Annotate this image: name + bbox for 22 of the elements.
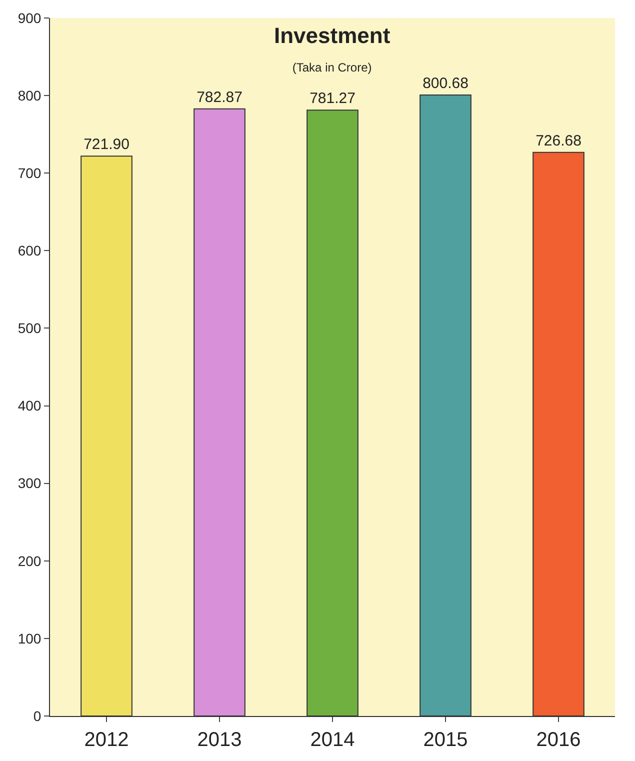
x-tick-label: 2016 xyxy=(536,729,581,751)
data-label: 781.27 xyxy=(310,90,356,108)
y-tick-label: 400 xyxy=(18,398,42,414)
y-tick-label: 600 xyxy=(18,242,42,259)
y-tick-label: 900 xyxy=(18,10,42,26)
y-tick-label: 100 xyxy=(18,630,42,646)
text: (Taka in Crore) xyxy=(292,60,372,75)
y-tick-label: 700 xyxy=(18,165,42,182)
y-tick-label: 500 xyxy=(18,320,42,336)
x-tick-label: 2013 xyxy=(197,729,242,751)
x-tick-label: 2015 xyxy=(423,729,468,751)
y-tick-label: 200 xyxy=(18,552,42,569)
y-tick-label: 300 xyxy=(18,475,42,492)
data-label: 721.90 xyxy=(84,136,130,154)
y-tick-label: 800 xyxy=(18,87,42,104)
data-label: 800.68 xyxy=(422,75,468,92)
data-label: 726.68 xyxy=(536,132,582,150)
chart-title: Investment xyxy=(274,23,391,48)
y-tick-label: 0 xyxy=(33,708,42,724)
x-tick-label: 2014 xyxy=(310,729,355,751)
x-tick-label: 2012 xyxy=(84,729,129,751)
data-label: 782.87 xyxy=(196,88,242,106)
